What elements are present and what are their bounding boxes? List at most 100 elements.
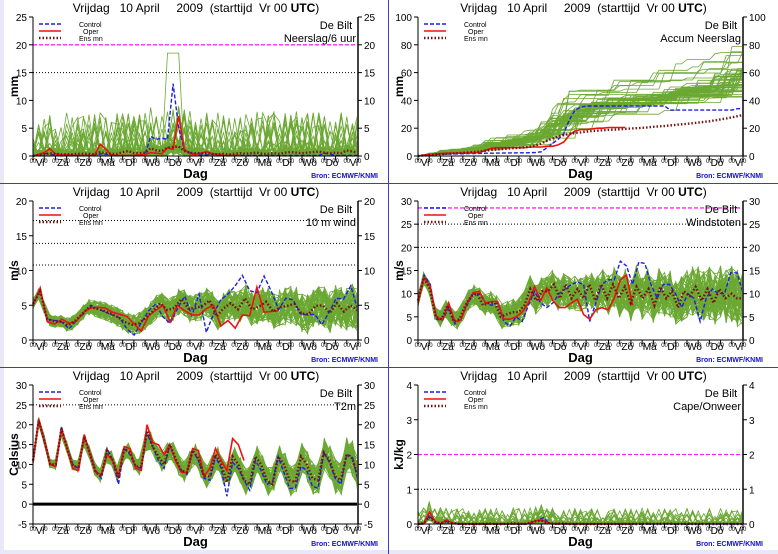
chart-panel-cape: Vrijdag 10 April 2009 (starttijd Vr 00 U… — [389, 368, 778, 550]
x-day-label: Do — [169, 526, 182, 537]
x-tick-hour-label: 00 — [572, 527, 579, 533]
x-tick-hour-label: 00 — [164, 527, 171, 533]
y-tick-label-right: 20 — [364, 41, 376, 52]
x-tick-hour-label: 00 — [415, 343, 422, 349]
chart-panel-neerslag: Vrijdag 10 April 2009 (starttijd Vr 00 U… — [4, 0, 388, 183]
x-tick-hour-label: 00 — [728, 159, 735, 165]
x-day-label: Zo — [80, 342, 92, 353]
y-tick-label: 0 — [406, 336, 412, 347]
x-tick-hour-label: 00 — [504, 343, 511, 349]
ensemble-members — [32, 52, 359, 158]
ensemble-member-line — [417, 84, 743, 157]
y-tick-label: 15 — [16, 232, 28, 243]
y-tick-label: 5 — [406, 313, 412, 324]
x-tick-hour-label: 00 — [299, 159, 306, 165]
x-day-label: Za — [57, 342, 69, 353]
x-day-label: Vr — [421, 342, 431, 353]
x-tick-hour-label: 00 — [516, 343, 523, 349]
y-tick-label: 2 — [406, 451, 412, 462]
x-day-label: Wo — [145, 342, 160, 353]
x-tick-hour-label: 00 — [437, 159, 444, 165]
ensemble-member-line — [32, 290, 359, 332]
x-day-label: Vr — [36, 526, 46, 537]
x-tick-hour-label: 00 — [41, 343, 48, 349]
y-tick-label-right: 5 — [749, 313, 755, 324]
x-tick-hour-label: 00 — [448, 527, 455, 533]
station-label: De Bilt — [705, 20, 737, 32]
x-tick-hour-label: 00 — [198, 527, 205, 533]
x-tick-hour-label: 00 — [560, 159, 567, 165]
y-tick-label: 20 — [401, 243, 413, 254]
x-day-label: Di — [282, 342, 291, 353]
legend-control-label: Control — [79, 390, 102, 397]
x-tick-hour-label: 00 — [74, 159, 81, 165]
panel-divider-top — [0, 183, 778, 184]
x-tick-hour-label: 00 — [97, 159, 104, 165]
y-tick-label-right: 10 — [364, 96, 376, 107]
y-tick-label-right: 2 — [749, 451, 755, 462]
x-tick-hour-label: 00 — [426, 159, 433, 165]
x-tick-hour-label: 00 — [187, 527, 194, 533]
y-tick-label-right: 10 — [364, 267, 376, 278]
x-day-label: Za — [214, 342, 226, 353]
x-tick-hour-label: 00 — [740, 159, 747, 165]
x-tick-hour-label: 00 — [471, 343, 478, 349]
x-tick-hour-label: 00 — [695, 527, 702, 533]
x-tick-hour-label: 00 — [572, 343, 579, 349]
x-day-label: Do — [554, 158, 567, 169]
x-tick-hour-label: 00 — [119, 159, 126, 165]
ensmean-line — [416, 274, 743, 324]
x-tick-hour-label: 00 — [583, 527, 590, 533]
y-tick-label-right: 3 — [749, 416, 755, 427]
x-tick-hour-label: 00 — [74, 343, 81, 349]
x-day-label: Do — [554, 342, 567, 353]
ensemble-member-line — [417, 271, 744, 330]
ensemble-member-line — [32, 419, 359, 496]
x-tick-hour-label: 00 — [448, 343, 455, 349]
x-day-label: Di — [667, 342, 676, 353]
y-tick-label: 20 — [16, 421, 28, 432]
x-day-label: Ma — [486, 342, 500, 353]
x-tick-hour-label: 00 — [459, 343, 466, 349]
x-tick-hour-label: 00 — [86, 527, 93, 533]
y-tick-label: 10 — [16, 460, 28, 471]
x-tick-hour-label: 00 — [594, 159, 601, 165]
x-tick-hour-label: 00 — [153, 159, 160, 165]
y-tick-label-right: 100 — [749, 13, 766, 24]
legend-oper-label: Oper — [83, 213, 99, 220]
x-tick-hour-label: 00 — [254, 343, 261, 349]
x-tick-hour-label: 00 — [119, 343, 126, 349]
x-tick-hour-label: 00 — [119, 527, 126, 533]
x-tick-hour-label: 00 — [131, 527, 138, 533]
x-tick-hour-label: 00 — [231, 159, 238, 165]
x-tick-hour-label: 00 — [276, 343, 283, 349]
x-tick-hour-label: 00 — [276, 527, 283, 533]
x-day-label: Vr — [421, 526, 431, 537]
x-tick-hour-label: 00 — [661, 159, 668, 165]
panel-divider-middle — [0, 367, 778, 368]
x-tick-hour-label: 00 — [493, 527, 500, 533]
x-tick-hour-label: 00 — [459, 159, 466, 165]
y-tick-label-right: 0 — [749, 336, 755, 347]
x-tick-hour-label: 00 — [717, 343, 724, 349]
x-tick-hour-label: 00 — [343, 159, 350, 165]
source-label: Bron: ECMWF/KNMI — [696, 357, 763, 364]
ensmean-line — [32, 145, 359, 158]
x-day-label: Di — [126, 526, 135, 537]
title-utc: UTC — [290, 185, 316, 199]
x-tick-hour-label: 00 — [616, 159, 623, 165]
x-day-label: Wo — [530, 342, 545, 353]
x-tick-hour-label: 00 — [321, 343, 328, 349]
y-tick-label: 10 — [16, 96, 28, 107]
x-day-label: Vr — [578, 526, 588, 537]
x-tick-hour-label: 00 — [276, 159, 283, 165]
x-tick-hour-label: 00 — [209, 527, 216, 533]
chart-title: Vrijdag 10 April 2009 (starttijd Vr 00 U… — [389, 1, 778, 15]
x-day-label: Wo — [687, 342, 702, 353]
